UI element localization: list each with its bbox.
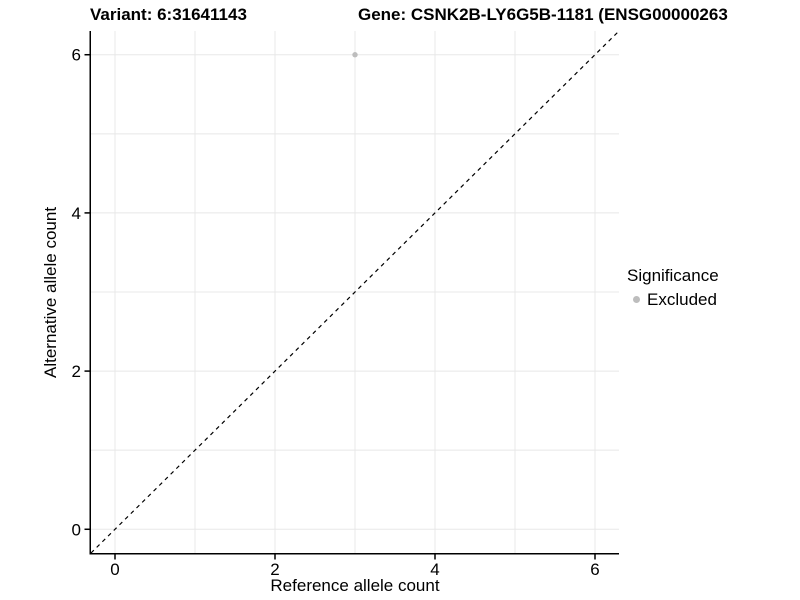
x-tick-label: 4 <box>430 560 439 579</box>
legend-item-label: Excluded <box>647 290 717 309</box>
legend: Significance Excluded <box>627 265 719 310</box>
legend-point-icon <box>632 296 640 303</box>
y-tick-label: 2 <box>72 362 81 381</box>
x-tick-label: 0 <box>110 560 119 579</box>
legend-key <box>629 293 643 307</box>
y-tick-label: 0 <box>72 520 81 539</box>
legend-item: Excluded <box>627 289 719 310</box>
identity-line <box>90 30 620 554</box>
x-tick-label: 2 <box>270 560 279 579</box>
legend-title: Significance <box>627 266 719 285</box>
y-tick-label: 4 <box>72 204 81 223</box>
x-axis-title: Reference allele count <box>270 576 440 595</box>
variant-title: Variant: 6:31641143 <box>90 5 247 24</box>
y-tick-label: 6 <box>72 46 81 65</box>
gene-title: Gene: CSNK2B-LY6G5B-1181 (ENSG00000263 <box>358 5 728 24</box>
x-tick-label: 6 <box>590 560 599 579</box>
data-point <box>352 52 358 58</box>
